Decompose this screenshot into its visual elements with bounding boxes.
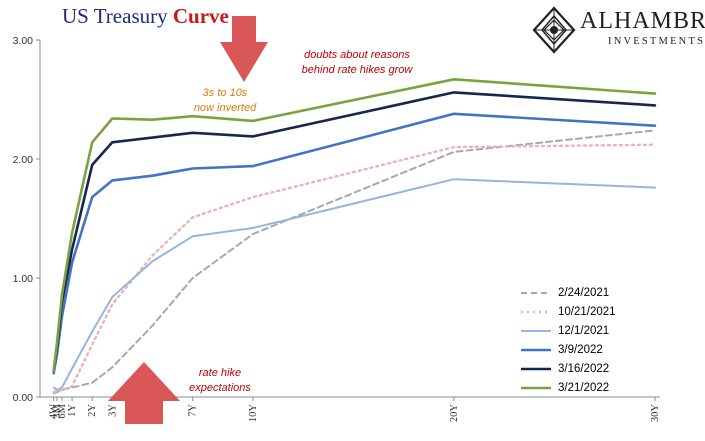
annotation-inverted: 3s to 10s now inverted xyxy=(180,86,270,116)
series-line xyxy=(52,178,656,391)
series-line xyxy=(52,78,657,373)
legend-item: 3/21/2022 xyxy=(520,378,616,397)
series-line xyxy=(52,143,657,394)
series-lines xyxy=(52,78,657,395)
legend-item: 12/1/2021 xyxy=(520,321,616,340)
title-part-2: Curve xyxy=(172,4,229,28)
logo-name: ALHAMBRA xyxy=(580,8,705,34)
legend-item: 10/21/2021 xyxy=(520,302,616,321)
legend-label: 3/16/2022 xyxy=(558,362,610,375)
legend-label: 3/9/2022 xyxy=(558,343,603,356)
annotation-doubts-line2: behind rate hikes grow xyxy=(301,64,413,76)
annotation-arrows xyxy=(108,16,268,424)
legend-label: 12/1/2021 xyxy=(558,324,610,337)
alhambra-logo: ALHAMBRA INVESTMENTS xyxy=(532,6,705,58)
legend: 2/24/2021 10/21/2021 12/1/2021 3/9/2022 3/16… xyxy=(520,283,616,397)
annotation-doubts-line1: doubts about reasons xyxy=(304,49,410,61)
annotation-inverted-line2: now inverted xyxy=(193,102,257,114)
legend-label: 3/21/2022 xyxy=(558,381,610,394)
legend-label: 10/21/2021 xyxy=(558,305,616,318)
annotation-rate-hike-line2: expectations xyxy=(189,382,251,394)
x-tick-label: 30Y xyxy=(650,404,661,423)
x-tick-label: 3M xyxy=(52,403,63,418)
x-tick-label: 10Y xyxy=(248,404,259,423)
legend-swatch xyxy=(521,291,551,294)
down-arrow-icon xyxy=(220,16,268,82)
x-tick-label: 6M xyxy=(57,403,68,418)
x-tick-label: 2Y xyxy=(87,404,98,417)
x-tick-label: 4W xyxy=(49,404,60,419)
alhambra-emblem-icon xyxy=(532,6,576,54)
chart-title: US Treasury Curve xyxy=(62,4,229,29)
legend-swatch xyxy=(521,348,551,351)
logo-subtitle: INVESTMENTS xyxy=(608,36,705,47)
annotation-inverted-line1: 3s to 10s xyxy=(202,87,248,99)
annotation-doubts: doubts about reasons behind rate hikes g… xyxy=(282,48,432,78)
legend-swatch xyxy=(521,329,551,332)
y-tick-label: 3.00 xyxy=(13,35,34,47)
legend-swatch xyxy=(521,367,551,370)
title-part-1: US Treasury xyxy=(62,4,173,28)
series-line xyxy=(52,129,656,395)
legend-item: 3/16/2022 xyxy=(520,359,616,378)
x-tick-label: 20Y xyxy=(449,404,460,423)
x-tick-label: 3Y xyxy=(107,404,118,417)
x-tick-label: 1Y xyxy=(67,404,78,417)
legend-item: 3/9/2022 xyxy=(520,340,616,359)
y-tick-label: 2.00 xyxy=(13,154,34,166)
legend-swatch xyxy=(521,386,551,389)
annotation-rate-hike: rate hike expectations xyxy=(170,366,270,396)
series-line xyxy=(52,112,657,375)
y-tick-label: 1.00 xyxy=(13,273,34,285)
up-arrow-icon xyxy=(108,362,180,424)
legend-label: 2/24/2021 xyxy=(558,286,610,299)
annotation-rate-hike-line1: rate hike xyxy=(198,367,242,379)
legend-item: 2/24/2021 xyxy=(520,283,616,302)
x-tick-label: 7Y xyxy=(188,404,199,417)
y-tick-label: 0.00 xyxy=(13,392,34,404)
legend-swatch xyxy=(521,310,551,313)
